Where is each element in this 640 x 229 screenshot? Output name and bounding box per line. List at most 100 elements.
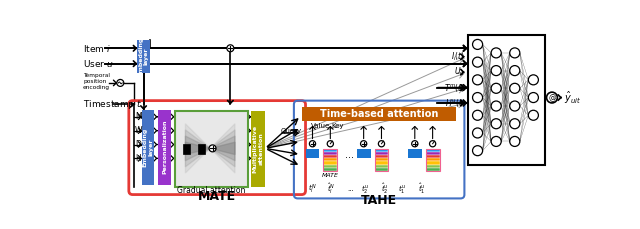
Text: $t_2^u$: $t_2^u$ bbox=[361, 183, 369, 195]
Polygon shape bbox=[210, 124, 235, 173]
Bar bbox=[323, 149, 337, 152]
Circle shape bbox=[227, 45, 234, 52]
Polygon shape bbox=[186, 136, 210, 161]
Circle shape bbox=[472, 110, 483, 120]
Bar bbox=[303, 107, 456, 121]
Bar bbox=[183, 144, 190, 154]
Polygon shape bbox=[186, 142, 210, 155]
Circle shape bbox=[547, 92, 557, 103]
Bar bbox=[323, 158, 337, 161]
Text: Embedding
layer: Embedding layer bbox=[138, 37, 149, 76]
Text: Value: Value bbox=[310, 123, 330, 129]
Polygon shape bbox=[186, 130, 210, 167]
Polygon shape bbox=[210, 130, 235, 167]
Bar bbox=[467, 35, 545, 165]
Circle shape bbox=[491, 48, 501, 58]
Circle shape bbox=[117, 79, 124, 86]
Polygon shape bbox=[186, 124, 210, 173]
Bar bbox=[374, 158, 388, 161]
Bar bbox=[374, 161, 388, 165]
Circle shape bbox=[491, 101, 501, 111]
Text: $\hat{t}_l^N$: $\hat{t}_l^N$ bbox=[327, 182, 335, 196]
Circle shape bbox=[209, 145, 216, 152]
Bar bbox=[374, 152, 388, 155]
Bar bbox=[323, 161, 337, 165]
Text: $t_l^N$: $t_l^N$ bbox=[308, 183, 317, 196]
Bar bbox=[323, 155, 337, 158]
Text: Time-based attention: Time-based attention bbox=[320, 109, 438, 119]
Circle shape bbox=[412, 141, 418, 147]
Bar bbox=[374, 165, 388, 168]
Bar bbox=[374, 155, 388, 158]
Bar bbox=[175, 111, 248, 187]
Circle shape bbox=[529, 110, 538, 120]
Text: Multiplicative
attention: Multiplicative attention bbox=[253, 125, 264, 173]
Circle shape bbox=[509, 48, 520, 58]
Bar bbox=[426, 152, 440, 155]
Text: $U_u$: $U_u$ bbox=[454, 66, 465, 78]
Circle shape bbox=[472, 39, 483, 49]
Text: W: W bbox=[135, 126, 142, 135]
Text: $H^u(t)$: $H^u(t)$ bbox=[445, 97, 465, 109]
Text: Query: Query bbox=[281, 128, 302, 134]
Bar bbox=[426, 165, 440, 168]
Circle shape bbox=[472, 128, 483, 138]
Bar bbox=[426, 161, 440, 165]
Text: TAHE: TAHE bbox=[361, 194, 397, 207]
Text: Embedding
layer: Embedding layer bbox=[143, 128, 154, 167]
Circle shape bbox=[360, 141, 367, 147]
Text: $\hat{t}_1^u$: $\hat{t}_1^u$ bbox=[418, 182, 426, 196]
Text: MATE: MATE bbox=[322, 173, 339, 178]
Bar bbox=[198, 144, 205, 154]
Bar bbox=[323, 165, 337, 168]
Bar bbox=[323, 149, 337, 171]
Text: Personalization: Personalization bbox=[162, 120, 167, 174]
Circle shape bbox=[472, 57, 483, 67]
Circle shape bbox=[529, 75, 538, 85]
Bar bbox=[356, 149, 371, 158]
Circle shape bbox=[491, 136, 501, 146]
Bar bbox=[426, 149, 440, 152]
Bar bbox=[138, 40, 150, 73]
Bar bbox=[252, 111, 265, 187]
Circle shape bbox=[472, 93, 483, 103]
Text: D: D bbox=[136, 140, 141, 149]
Text: $t_1^u$: $t_1^u$ bbox=[397, 183, 406, 195]
Text: MATE: MATE bbox=[198, 190, 236, 203]
Bar bbox=[374, 149, 388, 152]
Text: $T^m(t)$: $T^m(t)$ bbox=[444, 82, 465, 93]
Circle shape bbox=[491, 83, 501, 93]
Circle shape bbox=[529, 93, 538, 103]
Circle shape bbox=[309, 141, 316, 147]
Text: $I_i(t)$: $I_i(t)$ bbox=[451, 50, 465, 63]
Circle shape bbox=[509, 119, 520, 129]
Circle shape bbox=[472, 146, 483, 156]
Circle shape bbox=[378, 141, 385, 147]
Text: User $u$: User $u$ bbox=[83, 58, 114, 69]
Text: Key: Key bbox=[331, 123, 344, 129]
Bar bbox=[305, 149, 319, 158]
Polygon shape bbox=[210, 136, 235, 161]
Bar bbox=[323, 152, 337, 155]
Text: ...: ... bbox=[345, 150, 354, 160]
Text: H: H bbox=[136, 154, 141, 163]
Circle shape bbox=[472, 75, 483, 85]
Bar bbox=[408, 149, 422, 158]
Bar bbox=[142, 110, 154, 185]
Circle shape bbox=[509, 83, 520, 93]
Bar bbox=[426, 155, 440, 158]
Polygon shape bbox=[210, 142, 235, 155]
Text: $\hat{y}_{uit}$: $\hat{y}_{uit}$ bbox=[564, 90, 582, 106]
Bar bbox=[426, 158, 440, 161]
Bar bbox=[374, 168, 388, 171]
Bar bbox=[157, 110, 172, 185]
Circle shape bbox=[509, 101, 520, 111]
Text: Item $i$: Item $i$ bbox=[83, 43, 111, 54]
Bar bbox=[426, 149, 440, 171]
Circle shape bbox=[491, 65, 501, 76]
Circle shape bbox=[509, 65, 520, 76]
Bar bbox=[374, 149, 388, 171]
Text: Timestamp $t$: Timestamp $t$ bbox=[83, 98, 142, 111]
Bar bbox=[323, 168, 337, 171]
Text: $\hat{t}_2^u$: $\hat{t}_2^u$ bbox=[381, 182, 388, 196]
